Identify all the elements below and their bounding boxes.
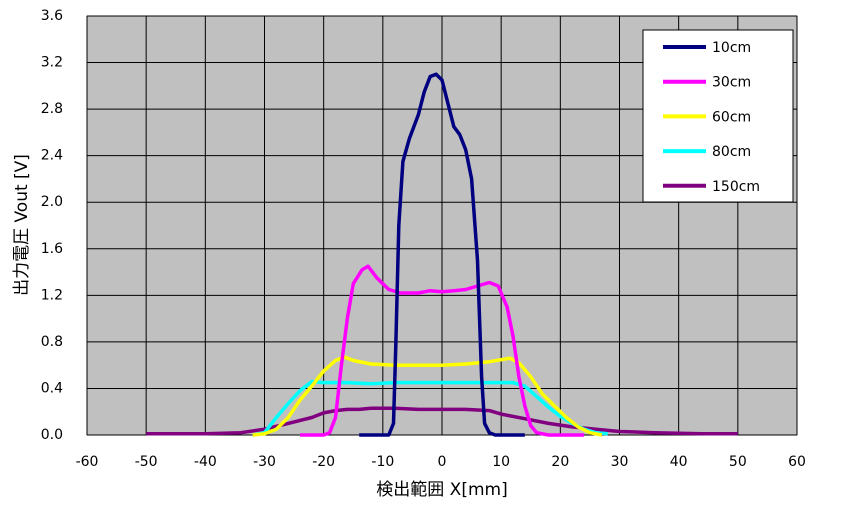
legend-label: 150cm xyxy=(712,179,760,195)
series-line xyxy=(300,264,584,437)
legend-label: 80cm xyxy=(712,144,751,160)
legend-label: 30cm xyxy=(712,75,751,91)
x-tick-label: 30 xyxy=(611,454,629,470)
y-tick-label: 3.6 xyxy=(41,8,63,24)
x-tick-label: -40 xyxy=(194,454,217,470)
x-tick-label: 20 xyxy=(551,454,569,470)
series-line xyxy=(252,355,603,437)
x-tick-label: 40 xyxy=(670,454,688,470)
x-tick-label: -50 xyxy=(135,454,158,470)
x-axis-title: 検出範囲 X[mm] xyxy=(376,480,507,500)
y-tick-label: 0.4 xyxy=(41,380,63,396)
series-line xyxy=(146,406,738,436)
y-tick-label: 2.8 xyxy=(41,101,63,117)
y-tick-label: 1.6 xyxy=(41,241,63,257)
y-tick-label: 2.0 xyxy=(41,194,63,210)
y-tick-label: 2.4 xyxy=(41,148,63,164)
y-tick-label: 3.2 xyxy=(41,55,63,71)
x-tick-label: -10 xyxy=(371,454,394,470)
x-tick-label: 10 xyxy=(492,454,510,470)
x-tick-label: 0 xyxy=(438,454,447,470)
legend-label: 10cm xyxy=(712,40,751,56)
y-tick-label: 1.2 xyxy=(41,287,63,303)
x-tick-label: -30 xyxy=(253,454,276,470)
legend: 10cm 30cm 60cm 80cm 150cm xyxy=(642,29,794,203)
x-tick-label: 60 xyxy=(788,454,806,470)
lines xyxy=(146,72,738,437)
y-axis-title: 出力電圧 Vout [V] xyxy=(12,154,32,296)
x-tick-label: 50 xyxy=(729,454,747,470)
y-tick-label: 0.0 xyxy=(41,427,63,443)
series-line xyxy=(252,379,608,437)
x-tick-label: -20 xyxy=(312,454,335,470)
series-line xyxy=(359,72,525,437)
legend-label: 60cm xyxy=(712,109,751,125)
y-tick-label: 0.8 xyxy=(41,334,63,350)
x-tick-label: -60 xyxy=(76,454,99,470)
